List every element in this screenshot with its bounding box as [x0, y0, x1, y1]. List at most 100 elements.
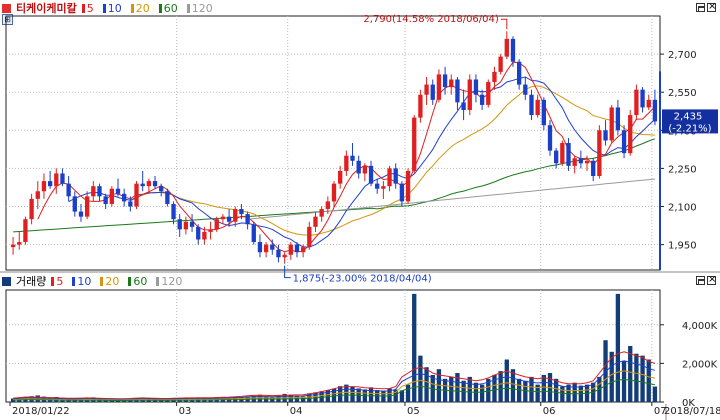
ma-legend-label: 10 — [107, 1, 122, 15]
price-pane-minimize-icon[interactable] — [696, 3, 705, 12]
volume-axis-label: 2,000K — [682, 359, 718, 370]
candle-body — [257, 242, 263, 253]
volume-bar — [344, 384, 349, 402]
ma-legend-item-20[interactable]: 20 — [130, 1, 155, 15]
volume-bar — [634, 353, 639, 402]
ma-color-swatch — [102, 3, 106, 13]
ma-legend-item-5[interactable]: 5 — [51, 275, 68, 288]
candle-body — [430, 84, 435, 100]
ma-color-swatch — [51, 276, 55, 286]
price-axis-label: 2,550 — [668, 88, 697, 99]
candle-body — [467, 79, 472, 110]
candle-body — [60, 173, 65, 184]
candle-body — [486, 82, 491, 105]
volume-bar — [10, 398, 16, 402]
ma-legend-label: 120 — [161, 274, 183, 288]
ma-legend-label: 10 — [77, 274, 92, 288]
ma-legend-item-120[interactable]: 120 — [156, 275, 187, 288]
candle-body — [183, 221, 189, 230]
candle-body — [436, 74, 442, 100]
volume-bar — [430, 374, 435, 402]
volume-bar — [535, 384, 540, 402]
volume-bar — [498, 371, 503, 402]
candle-body — [523, 84, 528, 95]
volume-bar — [646, 359, 651, 402]
ma-legend-label: 20 — [135, 1, 150, 15]
ma5-line — [37, 61, 656, 253]
candle-body — [479, 94, 485, 105]
ma-color-swatch — [186, 3, 190, 13]
ma-legend-item-20[interactable]: 20 — [100, 275, 124, 288]
volume-bar — [523, 380, 528, 402]
low-annotation-pointer — [284, 265, 291, 279]
candle-body — [424, 84, 429, 95]
candle-body — [646, 99, 651, 108]
price-pane-close-icon[interactable] — [707, 1, 716, 13]
volume-bar — [307, 393, 312, 402]
candle-body — [276, 249, 281, 258]
chart-settings-icon[interactable]: ⊞ — [2, 14, 13, 25]
volume-bar — [560, 386, 565, 402]
candle-body — [597, 130, 602, 177]
candle-body — [393, 168, 398, 184]
ma-legend-item-5[interactable]: 5 — [81, 2, 99, 15]
volume-bar — [405, 384, 411, 402]
ma-legend-label: 60 — [133, 274, 148, 288]
ma-legend-label: 5 — [56, 274, 64, 288]
ma20-line — [130, 85, 655, 236]
candle-body — [270, 244, 275, 250]
volume-pane-minimize-icon[interactable] — [696, 276, 705, 285]
price-series-checkbox[interactable] — [2, 3, 11, 13]
candle-body — [171, 203, 176, 220]
volume-bar — [418, 355, 423, 402]
volume-bar — [516, 378, 522, 402]
volume-bar — [424, 367, 429, 402]
volume-bar — [640, 355, 645, 402]
volume-bar — [350, 386, 355, 402]
candle-body — [97, 186, 102, 197]
candle-body — [504, 38, 509, 57]
candle-body — [375, 183, 380, 189]
volume-pane-close-icon[interactable] — [707, 274, 716, 286]
candle-body — [350, 155, 355, 161]
candle-body — [66, 183, 71, 197]
candle-body — [498, 56, 503, 72]
volume-bar — [325, 390, 330, 402]
candle-body — [362, 165, 368, 174]
candle-body — [128, 201, 133, 207]
candle-body — [202, 231, 207, 240]
candle-body — [603, 130, 608, 141]
ma-legend-item-10[interactable]: 10 — [102, 1, 127, 15]
volume-ma-legend: 5 10 20 60 120 — [51, 275, 191, 288]
candle-body — [220, 216, 226, 220]
ma-legend-item-60[interactable]: 60 — [158, 2, 183, 15]
candle-body — [344, 155, 349, 171]
volume-bar — [628, 346, 633, 402]
volume-series-checkbox[interactable] — [2, 276, 11, 286]
candle-body — [621, 130, 627, 154]
volume-bar — [510, 369, 516, 402]
volume-bar — [412, 293, 417, 402]
candle-body — [263, 244, 269, 253]
candle-body — [23, 219, 28, 243]
candle-body — [72, 196, 77, 212]
candle-body — [134, 183, 139, 207]
candle-body — [387, 168, 392, 187]
candle-body — [10, 244, 16, 248]
volume-axis-label: 4,000K — [682, 321, 718, 332]
ma-legend-item-10[interactable]: 10 — [72, 275, 96, 288]
candle-body — [115, 188, 121, 194]
candle-body — [578, 158, 584, 164]
candle-body — [381, 186, 386, 189]
ma-legend-item-120[interactable]: 120 — [186, 2, 218, 15]
ma-legend-item-60[interactable]: 60 — [128, 275, 152, 288]
candle-body — [418, 94, 423, 118]
volume-ma10-line — [13, 360, 656, 400]
price-axis-label: 2,250 — [668, 164, 697, 175]
candle-body — [584, 160, 590, 164]
candle-body — [165, 191, 170, 204]
candle-body — [226, 216, 232, 222]
volume-bar — [331, 388, 337, 402]
candle-body — [510, 38, 516, 62]
